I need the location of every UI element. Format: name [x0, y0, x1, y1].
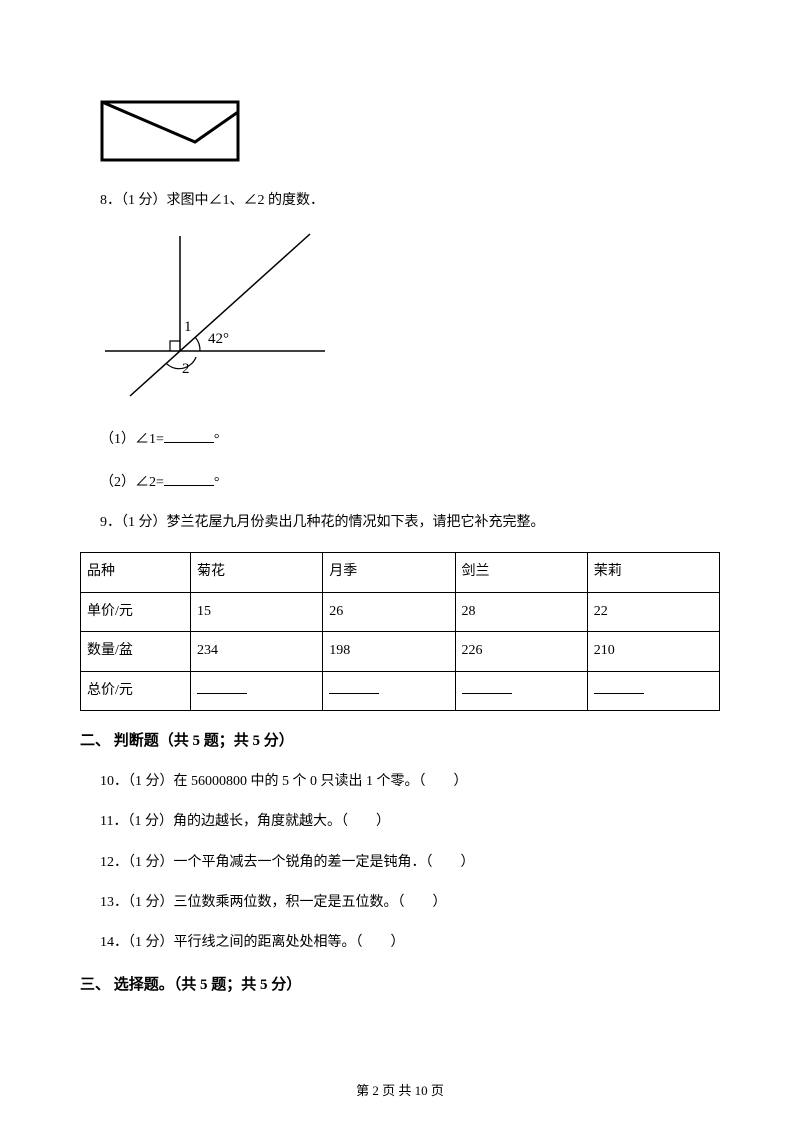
q9-table: 品种 菊花 月季 剑兰 茉莉 单价/元 15 26 28 22 数量/盆 234…	[80, 552, 720, 711]
page-footer: 第 2 页 共 10 页	[0, 1081, 800, 1102]
q13-text: 13．（1 分）三位数乘两位数，积一定是五位数。（ ）	[100, 892, 720, 914]
cell[interactable]	[191, 671, 323, 710]
table-row: 总价/元	[81, 671, 720, 710]
angle-42-label: 42°	[208, 331, 229, 347]
total-blank-1	[197, 680, 247, 694]
table-row: 品种 菊花 月季 剑兰 茉莉	[81, 553, 720, 592]
cell: 菊花	[191, 553, 323, 592]
q8-sub1: （1）∠1= °	[100, 427, 720, 451]
cell: 总价/元	[81, 671, 191, 710]
angle-2-label: 2	[182, 361, 190, 377]
total-blank-3	[462, 680, 512, 694]
q8-sub1-prefix: （1）∠1=	[100, 432, 164, 447]
q14-text: 14．（1 分）平行线之间的距离处处相等。（ ）	[100, 932, 720, 954]
cell[interactable]	[323, 671, 455, 710]
section3-heading: 三、 选择题。（共 5 题；共 5 分）	[80, 973, 720, 997]
table-row: 数量/盆 234 198 226 210	[81, 632, 720, 671]
q8-sub2-prefix: （2）∠2=	[100, 475, 164, 490]
cell: 234	[191, 632, 323, 671]
q9-text: 9．（1 分）梦兰花屋九月份卖出几种花的情况如下表，请把它补充完整。	[100, 512, 720, 534]
cell: 198	[323, 632, 455, 671]
cell: 26	[323, 592, 455, 631]
q10-text: 10．（1 分）在 56000800 中的 5 个 0 只读出 1 个零。（ ）	[100, 771, 720, 793]
cell: 28	[455, 592, 587, 631]
q12-text: 12．（1 分）一个平角减去一个锐角的差一定是钝角．（ ）	[100, 852, 720, 874]
q11-text: 11．（1 分）角的边越长，角度就越大。（ ）	[100, 811, 720, 833]
cell: 22	[587, 592, 719, 631]
q8-blank-2[interactable]	[164, 470, 214, 486]
cell: 茉莉	[587, 553, 719, 592]
cell: 226	[455, 632, 587, 671]
q8-text: 8．（1 分）求图中∠1、∠2 的度数．	[100, 190, 720, 212]
q8-sub2: （2）∠2= °	[100, 470, 720, 494]
total-blank-4	[594, 680, 644, 694]
cell: 剑兰	[455, 553, 587, 592]
cell: 数量/盆	[81, 632, 191, 671]
cell: 品种	[81, 553, 191, 592]
q8-sub2-suffix: °	[214, 475, 220, 490]
q8-blank-1[interactable]	[164, 427, 214, 443]
cell[interactable]	[455, 671, 587, 710]
section2-heading: 二、 判断题（共 5 题；共 5 分）	[80, 729, 720, 753]
cell: 单价/元	[81, 592, 191, 631]
q8-angle-diagram: 1 42° 2	[100, 231, 720, 409]
cell: 210	[587, 632, 719, 671]
table-row: 单价/元 15 26 28 22	[81, 592, 720, 631]
total-blank-2	[329, 680, 379, 694]
angle-1-label: 1	[184, 319, 192, 335]
q8-sub1-suffix: °	[214, 432, 220, 447]
cell: 月季	[323, 553, 455, 592]
cell[interactable]	[587, 671, 719, 710]
cell: 15	[191, 592, 323, 631]
envelope-figure	[100, 100, 720, 170]
